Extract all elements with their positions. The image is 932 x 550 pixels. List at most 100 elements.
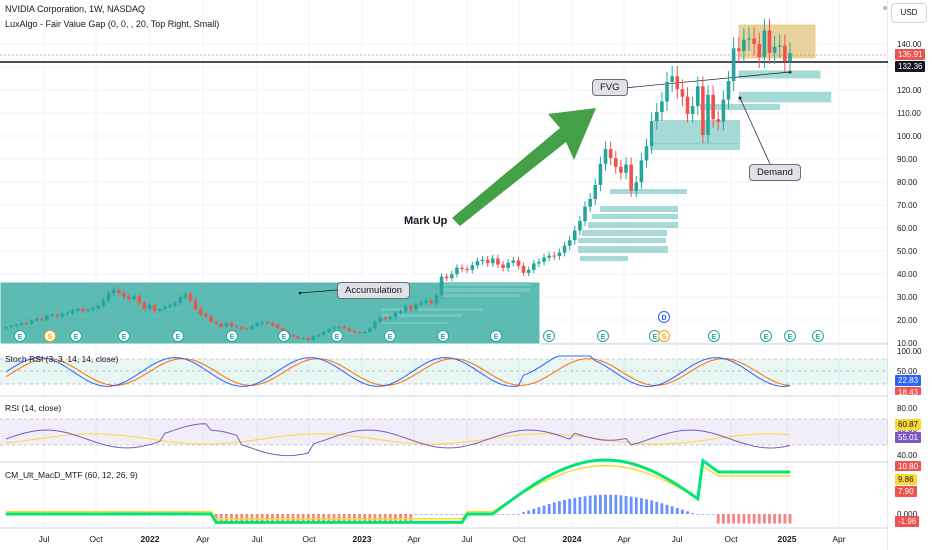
fvg-zone xyxy=(650,143,740,150)
candle-body xyxy=(757,44,762,58)
event-badge xyxy=(14,330,26,342)
time-tick-label: Jul xyxy=(672,534,683,544)
macd-hist-bar xyxy=(414,514,418,515)
rsi-ma-tag: 60.87 xyxy=(895,419,922,430)
event-badge xyxy=(384,330,396,342)
macd-hist-bar xyxy=(440,514,443,515)
candle-body xyxy=(332,327,336,329)
candle-body xyxy=(706,94,710,136)
time-tick-label: Jul xyxy=(252,534,263,544)
candle-body xyxy=(188,294,193,301)
candle-body xyxy=(14,324,19,326)
macd-hist-bar xyxy=(450,514,454,515)
macd-hist-bar xyxy=(383,514,387,522)
candle-body xyxy=(347,328,352,332)
macd-hist-bar xyxy=(250,514,254,522)
macd-hist-bar xyxy=(271,514,274,522)
demand-pointer xyxy=(739,97,771,165)
event-badge xyxy=(658,330,670,342)
candle-body xyxy=(86,309,90,312)
candle-body xyxy=(711,94,715,120)
candle-body xyxy=(157,309,162,312)
demand-zone xyxy=(737,90,833,104)
candle-body xyxy=(275,324,280,329)
candle-body xyxy=(644,146,649,161)
candle-body xyxy=(147,305,152,309)
macd-hist-bar xyxy=(742,514,746,524)
candle-body xyxy=(250,325,254,330)
event-badge xyxy=(543,330,555,342)
macd-hist-bar xyxy=(737,514,741,524)
candle-body xyxy=(45,315,49,320)
candle-body xyxy=(337,326,341,328)
event-badge-label: E xyxy=(282,334,287,341)
time-tick-label: Oct xyxy=(512,534,526,544)
macd-tick: 0.000 xyxy=(897,510,918,519)
macd-tag-2: 9.86 xyxy=(895,474,917,485)
macd-hist-bar xyxy=(363,514,367,522)
time-tick-label: 2024 xyxy=(563,534,582,544)
candle-body xyxy=(168,305,172,307)
macd-hist-bar xyxy=(634,497,638,514)
candle-body xyxy=(142,302,147,309)
event-badge xyxy=(44,330,56,342)
fvg-zone xyxy=(610,189,687,194)
fvg-zone xyxy=(578,238,666,243)
price-tick-label: 20.00 xyxy=(897,316,918,325)
price-tick-label: 30.00 xyxy=(897,293,918,302)
macd-hist-bar xyxy=(639,498,643,514)
macd-hist-bar xyxy=(342,514,346,522)
macd-hist-bar xyxy=(358,514,361,522)
macd-tag-4: -1.96 xyxy=(895,516,920,527)
price-tick-label: 90.00 xyxy=(897,155,918,164)
candle-body xyxy=(501,264,505,269)
macd-hist-bar xyxy=(675,507,679,514)
candle-body xyxy=(434,295,439,304)
currency-button[interactable]: USD xyxy=(891,3,927,23)
macd-hist-bar xyxy=(757,514,761,524)
candle-body xyxy=(70,310,75,314)
macd-hist-bar xyxy=(732,514,736,524)
candle-body xyxy=(742,39,746,52)
candle-body xyxy=(578,221,582,231)
candle-body xyxy=(455,267,459,275)
fvg-zone xyxy=(382,314,462,317)
rsi-title: RSI (14, close) xyxy=(5,403,62,413)
accumulation-pointer xyxy=(299,289,338,294)
macd-hist-bar xyxy=(337,514,341,522)
time-tick-label: 2023 xyxy=(353,534,372,544)
candle-body xyxy=(695,86,700,107)
event-badge xyxy=(708,330,720,342)
macd-hist-bar xyxy=(701,514,705,515)
candle-body xyxy=(414,304,418,311)
candle-body xyxy=(239,327,244,329)
candle-body xyxy=(552,255,557,257)
macd-hist-bar xyxy=(680,509,684,514)
macd-hist-bar xyxy=(394,514,397,522)
fvg-zone xyxy=(588,222,678,228)
candle-body xyxy=(690,106,695,114)
macd-hist-bar xyxy=(783,514,787,524)
candle-body xyxy=(460,267,464,269)
candle-body xyxy=(465,268,469,270)
event-badge-label: E xyxy=(335,334,340,341)
macd-hist-bar xyxy=(768,514,771,524)
macd-hist-bar xyxy=(235,514,238,522)
accumulation-zone xyxy=(0,281,541,345)
macd-hist-bar xyxy=(665,504,669,514)
candle-body xyxy=(373,321,377,329)
candle-body xyxy=(204,314,208,317)
stoch-d-line xyxy=(5,358,791,386)
candle-body xyxy=(270,323,275,325)
candle-body xyxy=(362,331,367,334)
candle-body xyxy=(572,230,577,241)
macd-hist-bar xyxy=(752,514,756,524)
event-badge xyxy=(331,330,343,342)
candle-body xyxy=(752,38,756,44)
macd-line xyxy=(6,457,790,524)
event-badge xyxy=(437,330,449,342)
macd-hist-bar xyxy=(265,514,269,522)
candle-body xyxy=(224,322,229,327)
candle-body xyxy=(619,166,623,173)
indicator-lines xyxy=(0,355,888,524)
